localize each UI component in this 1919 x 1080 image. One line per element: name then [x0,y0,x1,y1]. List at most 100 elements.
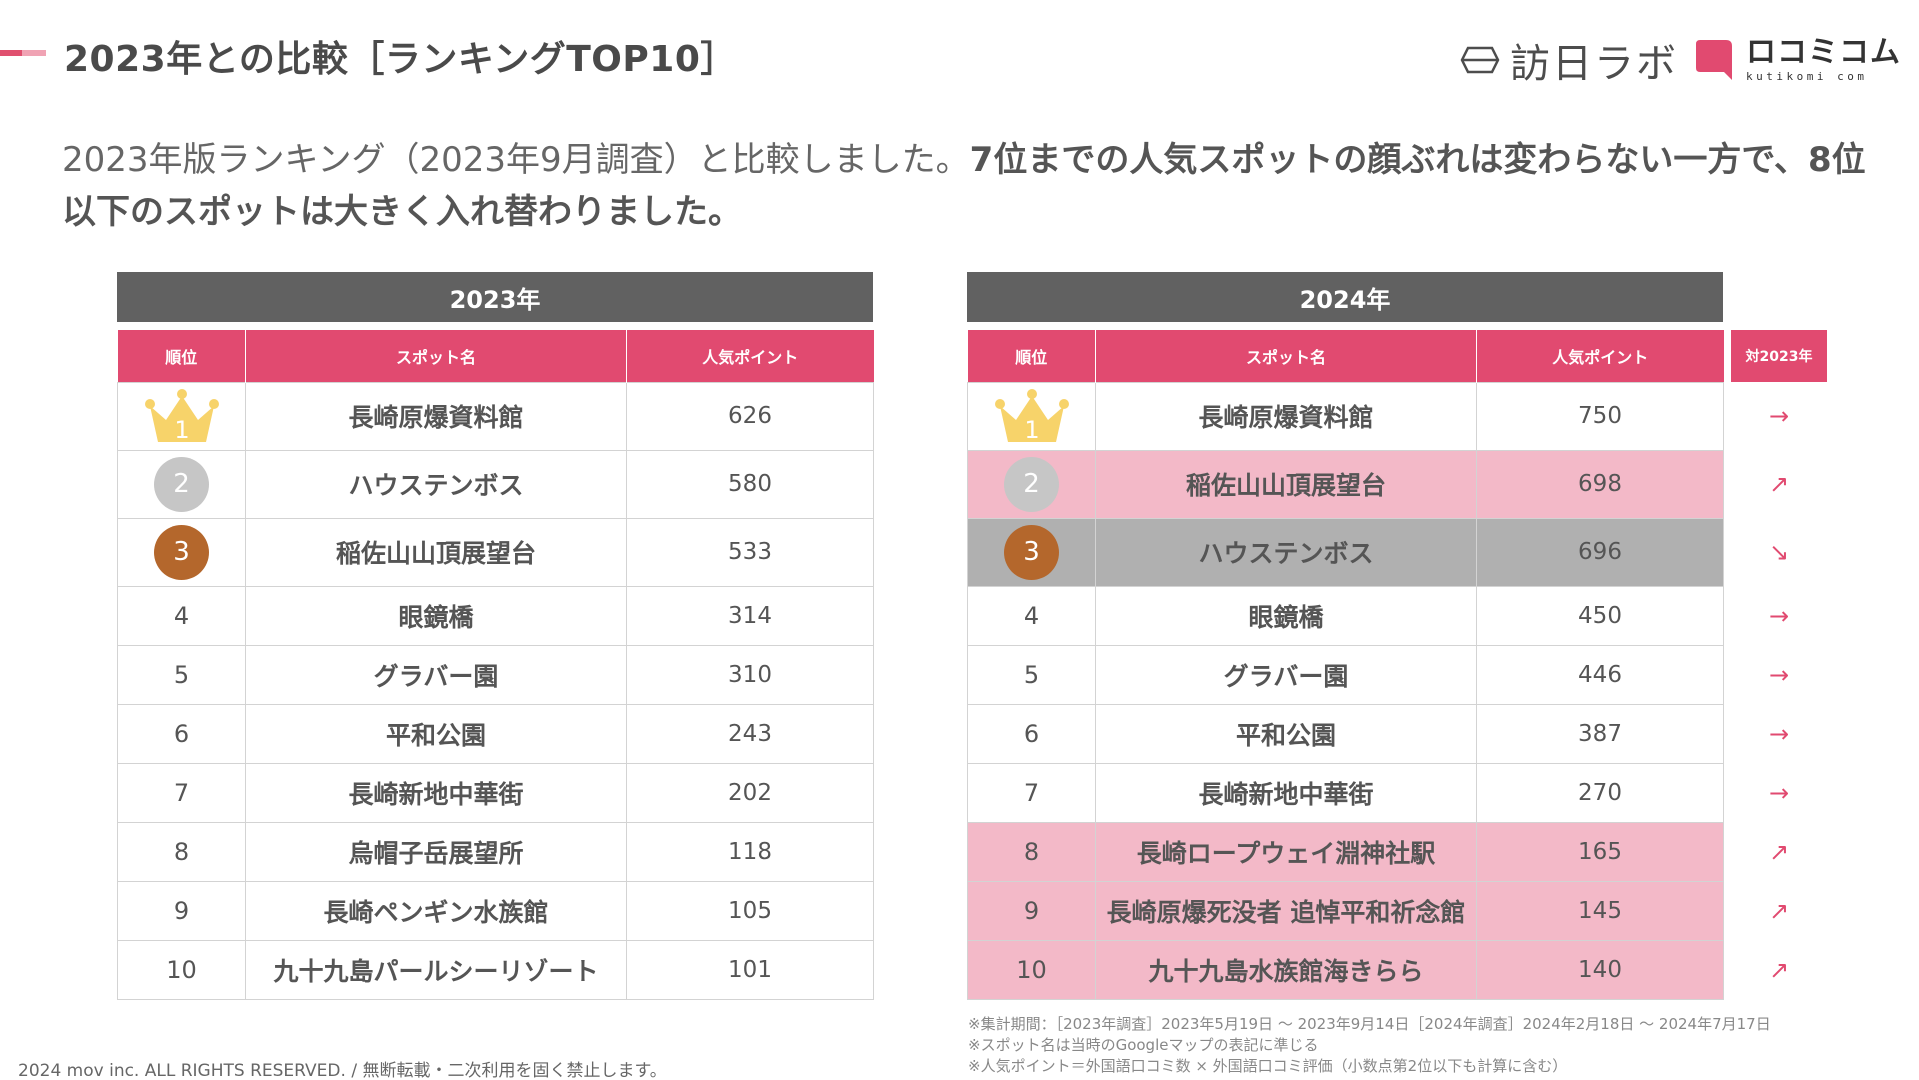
spot-name-cell: 長崎ペンギン水族館 [245,880,627,941]
trend-arrow-icon: ↘ [1768,538,1790,566]
summary-normal: 2023年版ランキング（2023年9月調査）と比較しました。 [62,140,970,180]
houjitsu-lab-icon [1460,46,1500,74]
rank-cell: 7 [117,762,246,823]
trend-arrow-icon: → [1768,719,1790,748]
points-cell: 450 [1476,585,1724,646]
table-row: 10 九十九島水族館海きらら 140 [967,939,1724,1000]
rank-cell: 7 [967,762,1096,823]
rank-number-label: 1 [174,416,189,444]
spot-name-cell: 稲佐山山頂展望台 [245,517,627,587]
title-accent-bar [0,50,46,56]
kuchikomi-com-logo-text: ロコミコム [1746,35,1901,70]
gold-crown-icon: 1 [994,389,1069,444]
rank-cell: 3 [967,517,1096,587]
table-header-row: 順位 スポット名 人気ポイント [967,330,1724,382]
column-header-points: 人気ポイント [626,330,874,382]
rank-cell: 9 [967,880,1096,941]
trend-arrow-icon: ↗ [1768,896,1790,925]
table-header-row: 順位 スポット名 人気ポイント [117,330,874,382]
rank-cell: 6 [967,703,1096,764]
spot-name-cell: 眼鏡橋 [1095,585,1477,646]
points-cell: 270 [1476,762,1724,823]
trend-arrow-icon: → [1768,660,1790,689]
summary-bold: 7位までの人気スポットの顔ぶれは変わらない一方で、8位以下のスポットは大きく入れ… [62,140,1866,232]
points-cell: 626 [626,381,874,451]
kuchikomi-com-logo-subtext: kutikomi com [1746,70,1868,83]
points-cell: 387 [1476,703,1724,764]
points-cell: 580 [626,449,874,519]
footnotes: ※集計期間：［2023年調査］2023年5月19日 〜 2023年9月14日［2… [968,1014,1771,1077]
spot-name-cell: 長崎原爆資料館 [245,381,627,451]
rank-cell: 8 [117,821,246,882]
rank-number-label: 1 [1024,416,1039,444]
rank-cell: 3 [117,517,246,587]
table-row: 9 長崎ペンギン水族館 105 [117,880,874,941]
ranking-table-2024: 順位 スポット名 人気ポイント 1 長崎原爆資料館 750 2 稲佐山山 [967,330,1724,1000]
trend-arrow-icon: ↗ [1768,955,1790,984]
ranking-2023-table: 2023年 順位 スポット名 人気ポイント 1 長崎原爆資料館 626 [117,272,874,1000]
points-cell: 314 [626,585,874,646]
trend-arrow-icon: ↗ [1768,470,1790,498]
table-row: 2 ハウステンボス 580 [117,449,874,519]
table-row: 3 稲佐山山頂展望台 533 [117,517,874,587]
copyright-footer: 2024 mov inc. ALL RIGHTS RESERVED. / 無断転… [18,1061,667,1080]
points-cell: 698 [1476,449,1724,519]
silver-medal-icon: 2 [1004,456,1059,512]
rank-cell: 1 [117,381,246,451]
rank-cell: 2 [967,449,1096,519]
points-cell: 145 [1476,880,1724,941]
bronze-medal-icon: 3 [154,524,209,580]
points-cell: 243 [626,703,874,764]
comparison-column: 対2023年 → ↗ ↘ → → → → ↗ ↗ ↗ [1731,330,1827,999]
houjitsu-lab-logo-text: 訪日ラボ [1510,41,1678,87]
column-header-comparison: 対2023年 [1731,330,1827,382]
kuchikomi-speech-bubble-icon [1696,40,1732,80]
rank-cell: 2 [117,449,246,519]
summary-text: 2023年版ランキング（2023年9月調査）と比較しました。7位までの人気スポッ… [62,134,1882,238]
bronze-medal-icon: 3 [1004,524,1059,580]
spot-name-cell: 九十九島パールシーリゾート [245,939,627,1000]
points-cell: 140 [1476,939,1724,1000]
spot-name-cell: 平和公園 [245,703,627,764]
table-row: 6 平和公園 243 [117,703,874,764]
ranking-2024-table: 2024年 順位 スポット名 人気ポイント 1 長崎原爆資料館 750 [967,272,1724,1000]
table-row: 5 グラバー園 310 [117,644,874,705]
points-cell: 310 [626,644,874,705]
spot-name-cell: 長崎原爆資料館 [1095,381,1477,451]
table-row: 8 長崎ロープウェイ淵神社駅 165 [967,821,1724,882]
spot-name-cell: 長崎原爆死没者 追悼平和祈念館 [1095,880,1477,941]
column-header-rank: 順位 [117,330,246,382]
table-row: 6 平和公園 387 [967,703,1724,764]
silver-medal-icon: 2 [154,456,209,512]
table-row: 5 グラバー園 446 [967,644,1724,705]
spot-name-cell: ハウステンボス [245,449,627,519]
spot-name-cell: 眼鏡橋 [245,585,627,646]
footnote-spot-name: ※スポット名は当時のGoogleマップの表記に準じる [968,1036,1319,1054]
houjitsu-lab-logo: 訪日ラボ [1460,31,1678,89]
rank-cell: 1 [967,381,1096,451]
year-header-2023: 2023年 [117,272,873,322]
column-header-rank: 順位 [967,330,1096,382]
spot-name-cell: ハウステンボス [1095,517,1477,587]
spot-name-cell: 九十九島水族館海きらら [1095,939,1477,1000]
points-cell: 750 [1476,381,1724,451]
logo-group: 訪日ラボ ロコミコム kutikomi com [1460,30,1901,90]
footnote-period: ※集計期間：［2023年調査］2023年5月19日 〜 2023年9月14日［2… [968,1015,1771,1033]
table-row: 7 長崎新地中華街 202 [117,762,874,823]
spot-name-cell: 烏帽子岳展望所 [245,821,627,882]
points-cell: 118 [626,821,874,882]
rank-cell: 5 [117,644,246,705]
column-header-spot-name: スポット名 [245,330,627,382]
table-row: 8 烏帽子岳展望所 118 [117,821,874,882]
table-row: 10 九十九島パールシーリゾート 101 [117,939,874,1000]
points-cell: 533 [626,517,874,587]
column-header-spot-name: スポット名 [1095,330,1477,382]
rank-cell: 5 [967,644,1096,705]
table-row: 1 長崎原爆資料館 750 [967,381,1724,451]
trend-arrow-icon: → [1768,778,1790,807]
trend-arrow-icon: → [1768,601,1790,630]
column-header-points: 人気ポイント [1476,330,1724,382]
table-row: 9 長崎原爆死没者 追悼平和祈念館 145 [967,880,1724,941]
trend-arrow-icon: → [1768,402,1790,430]
trend-arrow-icon: ↗ [1768,837,1790,866]
